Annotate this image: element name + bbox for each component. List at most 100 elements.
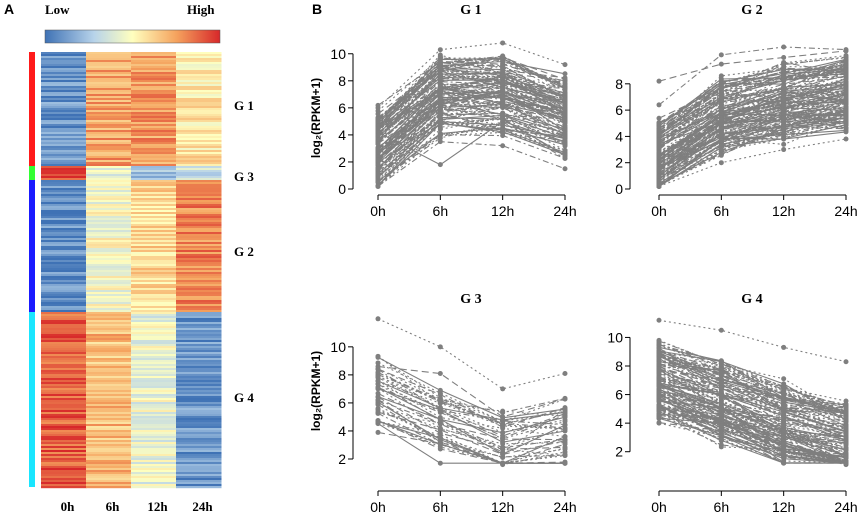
heatmap-cell xyxy=(86,260,132,263)
heatmap-cell xyxy=(86,224,132,227)
heatmap-cell xyxy=(131,442,177,445)
heatmap-cell xyxy=(41,384,87,387)
series-line xyxy=(658,75,847,129)
heatmap-cell xyxy=(131,380,177,383)
heatmap-cell xyxy=(41,428,87,431)
data-point xyxy=(843,98,849,104)
heatmap-cell xyxy=(41,348,87,351)
heatmap-cell xyxy=(176,284,222,287)
heatmap-cell xyxy=(176,310,222,313)
heatmap-cell xyxy=(41,304,87,307)
heatmap-cell xyxy=(41,130,87,133)
heatmap-cell xyxy=(86,454,132,457)
heatmap-cell xyxy=(41,474,87,477)
data-point xyxy=(656,341,662,347)
heatmap-cell xyxy=(131,384,177,387)
heatmap-cell xyxy=(86,316,132,319)
heatmap-cell xyxy=(86,284,132,287)
heatmap-cell xyxy=(41,402,87,405)
series-line xyxy=(658,319,847,363)
heatmap-cell xyxy=(131,274,177,277)
heatmap-cell xyxy=(131,310,177,313)
data-point xyxy=(843,90,849,96)
heatmap-cell xyxy=(86,146,132,149)
heatmap-cell xyxy=(176,302,222,305)
heatmap-cell xyxy=(131,352,177,355)
heatmap-cell xyxy=(176,402,222,405)
heatmap-cell xyxy=(86,160,132,163)
data-point xyxy=(562,460,568,466)
heatmap-cell xyxy=(41,60,87,63)
heatmap-cell xyxy=(131,392,177,395)
group-label-g2: G 2 xyxy=(234,244,254,259)
heatmap-cell xyxy=(131,210,177,213)
data-point xyxy=(375,406,381,412)
data-point xyxy=(656,383,662,389)
heatmap-cell xyxy=(131,96,177,99)
data-point xyxy=(500,122,506,128)
heatmap-cell xyxy=(41,466,87,469)
heatmap-cell xyxy=(176,354,222,357)
heatmap-cell xyxy=(176,228,222,231)
heatmap-cell xyxy=(176,208,222,211)
series-line xyxy=(658,98,847,163)
heatmap-cell xyxy=(41,94,87,97)
heatmap-cell xyxy=(41,276,87,279)
heatmap-cell xyxy=(86,218,132,221)
heatmap-cell xyxy=(86,342,132,345)
heatmap-cell xyxy=(41,212,87,215)
heatmap-cell xyxy=(176,124,222,127)
heatmap-cell xyxy=(86,250,132,253)
series-line xyxy=(377,106,566,173)
heatmap-cell xyxy=(176,276,222,279)
heatmap-cell xyxy=(86,276,132,279)
heatmap-cell xyxy=(176,406,222,409)
heatmap-cell xyxy=(131,390,177,393)
heatmap-cell xyxy=(86,254,132,257)
heatmap-cell xyxy=(131,196,177,199)
heatmap-cell xyxy=(176,350,222,353)
heatmap-cell xyxy=(131,454,177,457)
heatmap-cell xyxy=(86,170,132,173)
heatmap-cell xyxy=(86,234,132,237)
heatmap-cell xyxy=(131,220,177,223)
heatmap-cell xyxy=(41,102,87,105)
data-point xyxy=(375,125,381,131)
heatmap-cell xyxy=(86,332,132,335)
heatmap-cell xyxy=(131,422,177,425)
data-point xyxy=(656,102,662,108)
heatmap-cell xyxy=(131,376,177,379)
series-line xyxy=(658,360,847,410)
data-point xyxy=(781,94,787,100)
heatmap-cell xyxy=(131,72,177,75)
heatmap-cell xyxy=(176,196,222,199)
heatmap-cell xyxy=(41,156,87,159)
heatmap-cell xyxy=(131,208,177,211)
heatmap-cell xyxy=(131,256,177,259)
heatmap-cell xyxy=(41,472,87,475)
data-point xyxy=(843,405,849,411)
heatmap-cell xyxy=(176,162,222,165)
heatmap-cell xyxy=(41,82,87,85)
heatmap-cell xyxy=(41,286,87,289)
heatmap-cell xyxy=(86,112,132,115)
heatmap-cell xyxy=(41,256,87,259)
data-point xyxy=(656,144,662,150)
heatmap-cell xyxy=(86,290,132,293)
heatmap-cell xyxy=(176,220,222,223)
heatmap-cell xyxy=(176,264,222,267)
heatmap-cell xyxy=(131,178,177,181)
heatmap-cell xyxy=(131,248,177,251)
heatmap-cell xyxy=(86,362,132,365)
x-tick-label: 24h xyxy=(834,203,857,219)
group-bar-g2 xyxy=(29,180,35,312)
heatmap-cell xyxy=(86,344,132,347)
heatmap-cell xyxy=(86,468,132,471)
series-line xyxy=(377,90,566,152)
heatmap-cell xyxy=(176,158,222,161)
data-point xyxy=(375,145,381,151)
series-line xyxy=(377,98,566,149)
heatmap-cell xyxy=(176,160,222,163)
heatmap-cell xyxy=(41,468,87,471)
heatmap-cell xyxy=(131,428,177,431)
